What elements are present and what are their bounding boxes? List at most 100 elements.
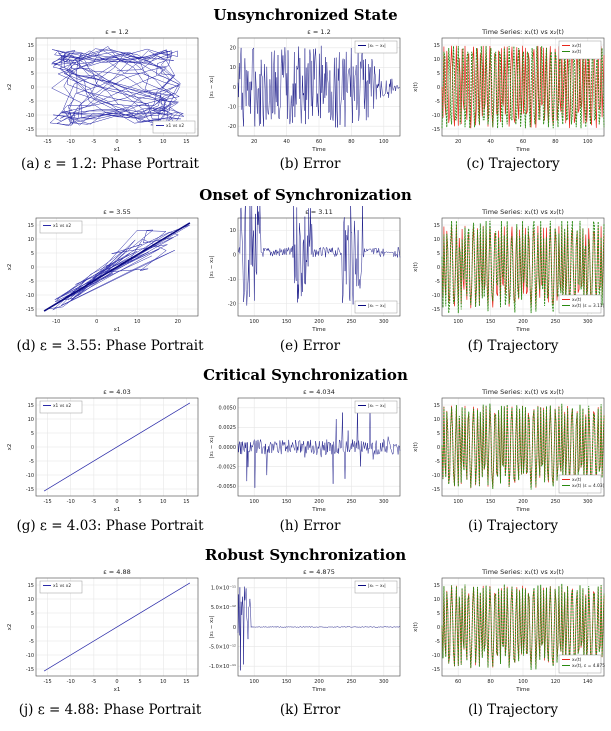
- y-tick-label: 0: [437, 85, 440, 91]
- x-axis-label: Time: [311, 687, 326, 693]
- plot-title: Time Series: x₁(t) vs x₂(t): [481, 28, 564, 36]
- x-tick-label: -10: [67, 679, 75, 685]
- error-series: [237, 586, 401, 671]
- x-tick-label: 150: [282, 679, 292, 685]
- y-tick-label: 10: [28, 597, 34, 603]
- x2-series: [441, 220, 605, 314]
- y-tick-label: -15: [432, 307, 440, 313]
- x2-series: [441, 46, 605, 129]
- y-tick-label: -20: [228, 124, 236, 130]
- y-tick-label: 15: [434, 223, 440, 229]
- legend: |x₁ − x₂|: [354, 400, 398, 414]
- y-tick-label: 15: [28, 403, 34, 409]
- y-tick-label: 1.0×10⁻¹¹: [211, 586, 236, 592]
- y-axis-label: x(t): [413, 262, 419, 272]
- y-tick-label: -5: [29, 99, 34, 105]
- x-tick-label: 15: [183, 679, 189, 685]
- x-tick-label: 80: [348, 139, 354, 145]
- legend: x1 vs x2: [39, 220, 83, 234]
- row-title-unsynchronized: Unsynchronized State: [213, 6, 398, 24]
- y-tick-label: -5: [435, 279, 440, 285]
- plot-frame: [35, 37, 199, 137]
- legend-entry: x₂(t): [572, 49, 582, 55]
- y-tick-label: 5.0×10⁻¹²: [211, 605, 236, 611]
- x-tick-label: 20: [455, 139, 461, 145]
- x-tick-label: 20: [175, 319, 181, 325]
- legend: x₁(t)x₂(t) (ε = 4.03): [558, 474, 605, 494]
- x-tick-label: 300: [583, 499, 593, 505]
- y-tick-label: 0: [437, 445, 440, 451]
- y-axis-label: |x₁ − x₂|: [209, 75, 215, 98]
- x-tick-label: 80: [487, 679, 493, 685]
- x-tick-label: 5: [139, 139, 142, 145]
- x-tick-label: 40: [487, 139, 493, 145]
- y-tick-label: -10: [432, 113, 440, 119]
- y-tick-label: 5: [31, 431, 34, 437]
- plot-title: ε = 1.2: [105, 28, 128, 36]
- x-tick-label: 100: [249, 319, 259, 325]
- y-tick-label: -1.0×10⁻¹¹: [209, 664, 236, 670]
- y-tick-label: 0: [31, 625, 34, 631]
- plot-title: ε = 4.88: [103, 568, 131, 576]
- x-tick-label: 300: [379, 319, 389, 325]
- plot-title: Time Series: x₁(t) vs x₂(t): [481, 568, 564, 576]
- legend-entry: |x₁ − x₂|: [368, 303, 386, 309]
- y-tick-label: -10: [228, 104, 236, 110]
- x-tick-label: 100: [583, 139, 593, 145]
- x-tick-label: 300: [379, 499, 389, 505]
- row-title-robust: Robust Synchronization: [204, 546, 407, 564]
- legend-entry: x₂(t) (ε = 4.03): [572, 483, 605, 489]
- legend-entry: x1 vs x2: [166, 123, 184, 129]
- y-tick-label: -15: [26, 487, 34, 493]
- x2-series: [441, 403, 605, 490]
- y-tick-label: -10: [26, 293, 34, 299]
- x-tick-label: -10: [52, 319, 60, 325]
- caption-h: (h) Error: [279, 518, 341, 534]
- y-tick-label: 10: [28, 417, 34, 423]
- y-tick-label: 5: [31, 71, 34, 77]
- plot-c: Time Series: x₁(t) vs x₂(t)20 40 60 80 10015…: [413, 28, 605, 153]
- sync-diagonal: [43, 582, 191, 672]
- legend-entry: x₂(t), ε = 4.875: [572, 663, 605, 669]
- x-tick-label: 120: [551, 679, 561, 685]
- x-tick-label: 250: [551, 499, 561, 505]
- x-tick-label: 60: [520, 139, 526, 145]
- x-tick-label: 80: [552, 139, 558, 145]
- x-tick-label: 0: [95, 319, 98, 325]
- phase-trajectory: [48, 224, 190, 311]
- caption-b: (b) Error: [279, 156, 341, 172]
- plot-title: ε = 4.03: [103, 388, 131, 396]
- y-tick-label: 5: [437, 251, 440, 257]
- caption-c: (c) Trajectory: [466, 156, 560, 172]
- legend-entry: |x₁ − x₂|: [368, 583, 386, 589]
- plot-g: ε = 4.03 -15 -10 -5 0 5 10 15 15 10 5 0 -5 -10 -15 x1 x2…: [7, 388, 199, 513]
- x-tick-label: 20: [251, 139, 257, 145]
- y-tick-label: -15: [26, 667, 34, 673]
- y-tick-label: -10: [432, 473, 440, 479]
- y-tick-label: 10: [434, 597, 440, 603]
- x-tick-label: 200: [314, 679, 324, 685]
- y-tick-label: -15: [432, 127, 440, 133]
- y-tick-label: 10: [230, 228, 236, 234]
- x-tick-label: 140: [583, 679, 593, 685]
- x-tick-label: 5: [139, 499, 142, 505]
- legend-entry: x₂(t) (ε = 3.11): [572, 303, 605, 309]
- plot-title: ε = 4.875: [303, 568, 335, 576]
- x2-series: [441, 583, 605, 670]
- x-tick-label: -5: [91, 499, 96, 505]
- plot-f: Time Series: x₁(t) vs x₂(t)100 150 200 250 3…: [413, 208, 605, 333]
- y-tick-label: 15: [28, 223, 34, 229]
- y-tick-label: 10: [434, 237, 440, 243]
- x-axis-label: x1: [114, 687, 121, 693]
- x-tick-label: 10: [160, 499, 166, 505]
- legend-entry: x1 vs x2: [53, 583, 71, 589]
- x-axis-label: Time: [311, 147, 326, 153]
- y-tick-label: 0.0050: [219, 406, 237, 412]
- legend-entry: x₁(t): [572, 43, 582, 49]
- y-tick-label: 15: [28, 583, 34, 589]
- caption-l: (l) Trajectory: [467, 702, 559, 718]
- y-axis-label: x(t): [413, 622, 419, 632]
- legend-entry: x1 vs x2: [53, 223, 71, 229]
- y-tick-label: -5: [29, 279, 34, 285]
- x-tick-label: -15: [43, 499, 51, 505]
